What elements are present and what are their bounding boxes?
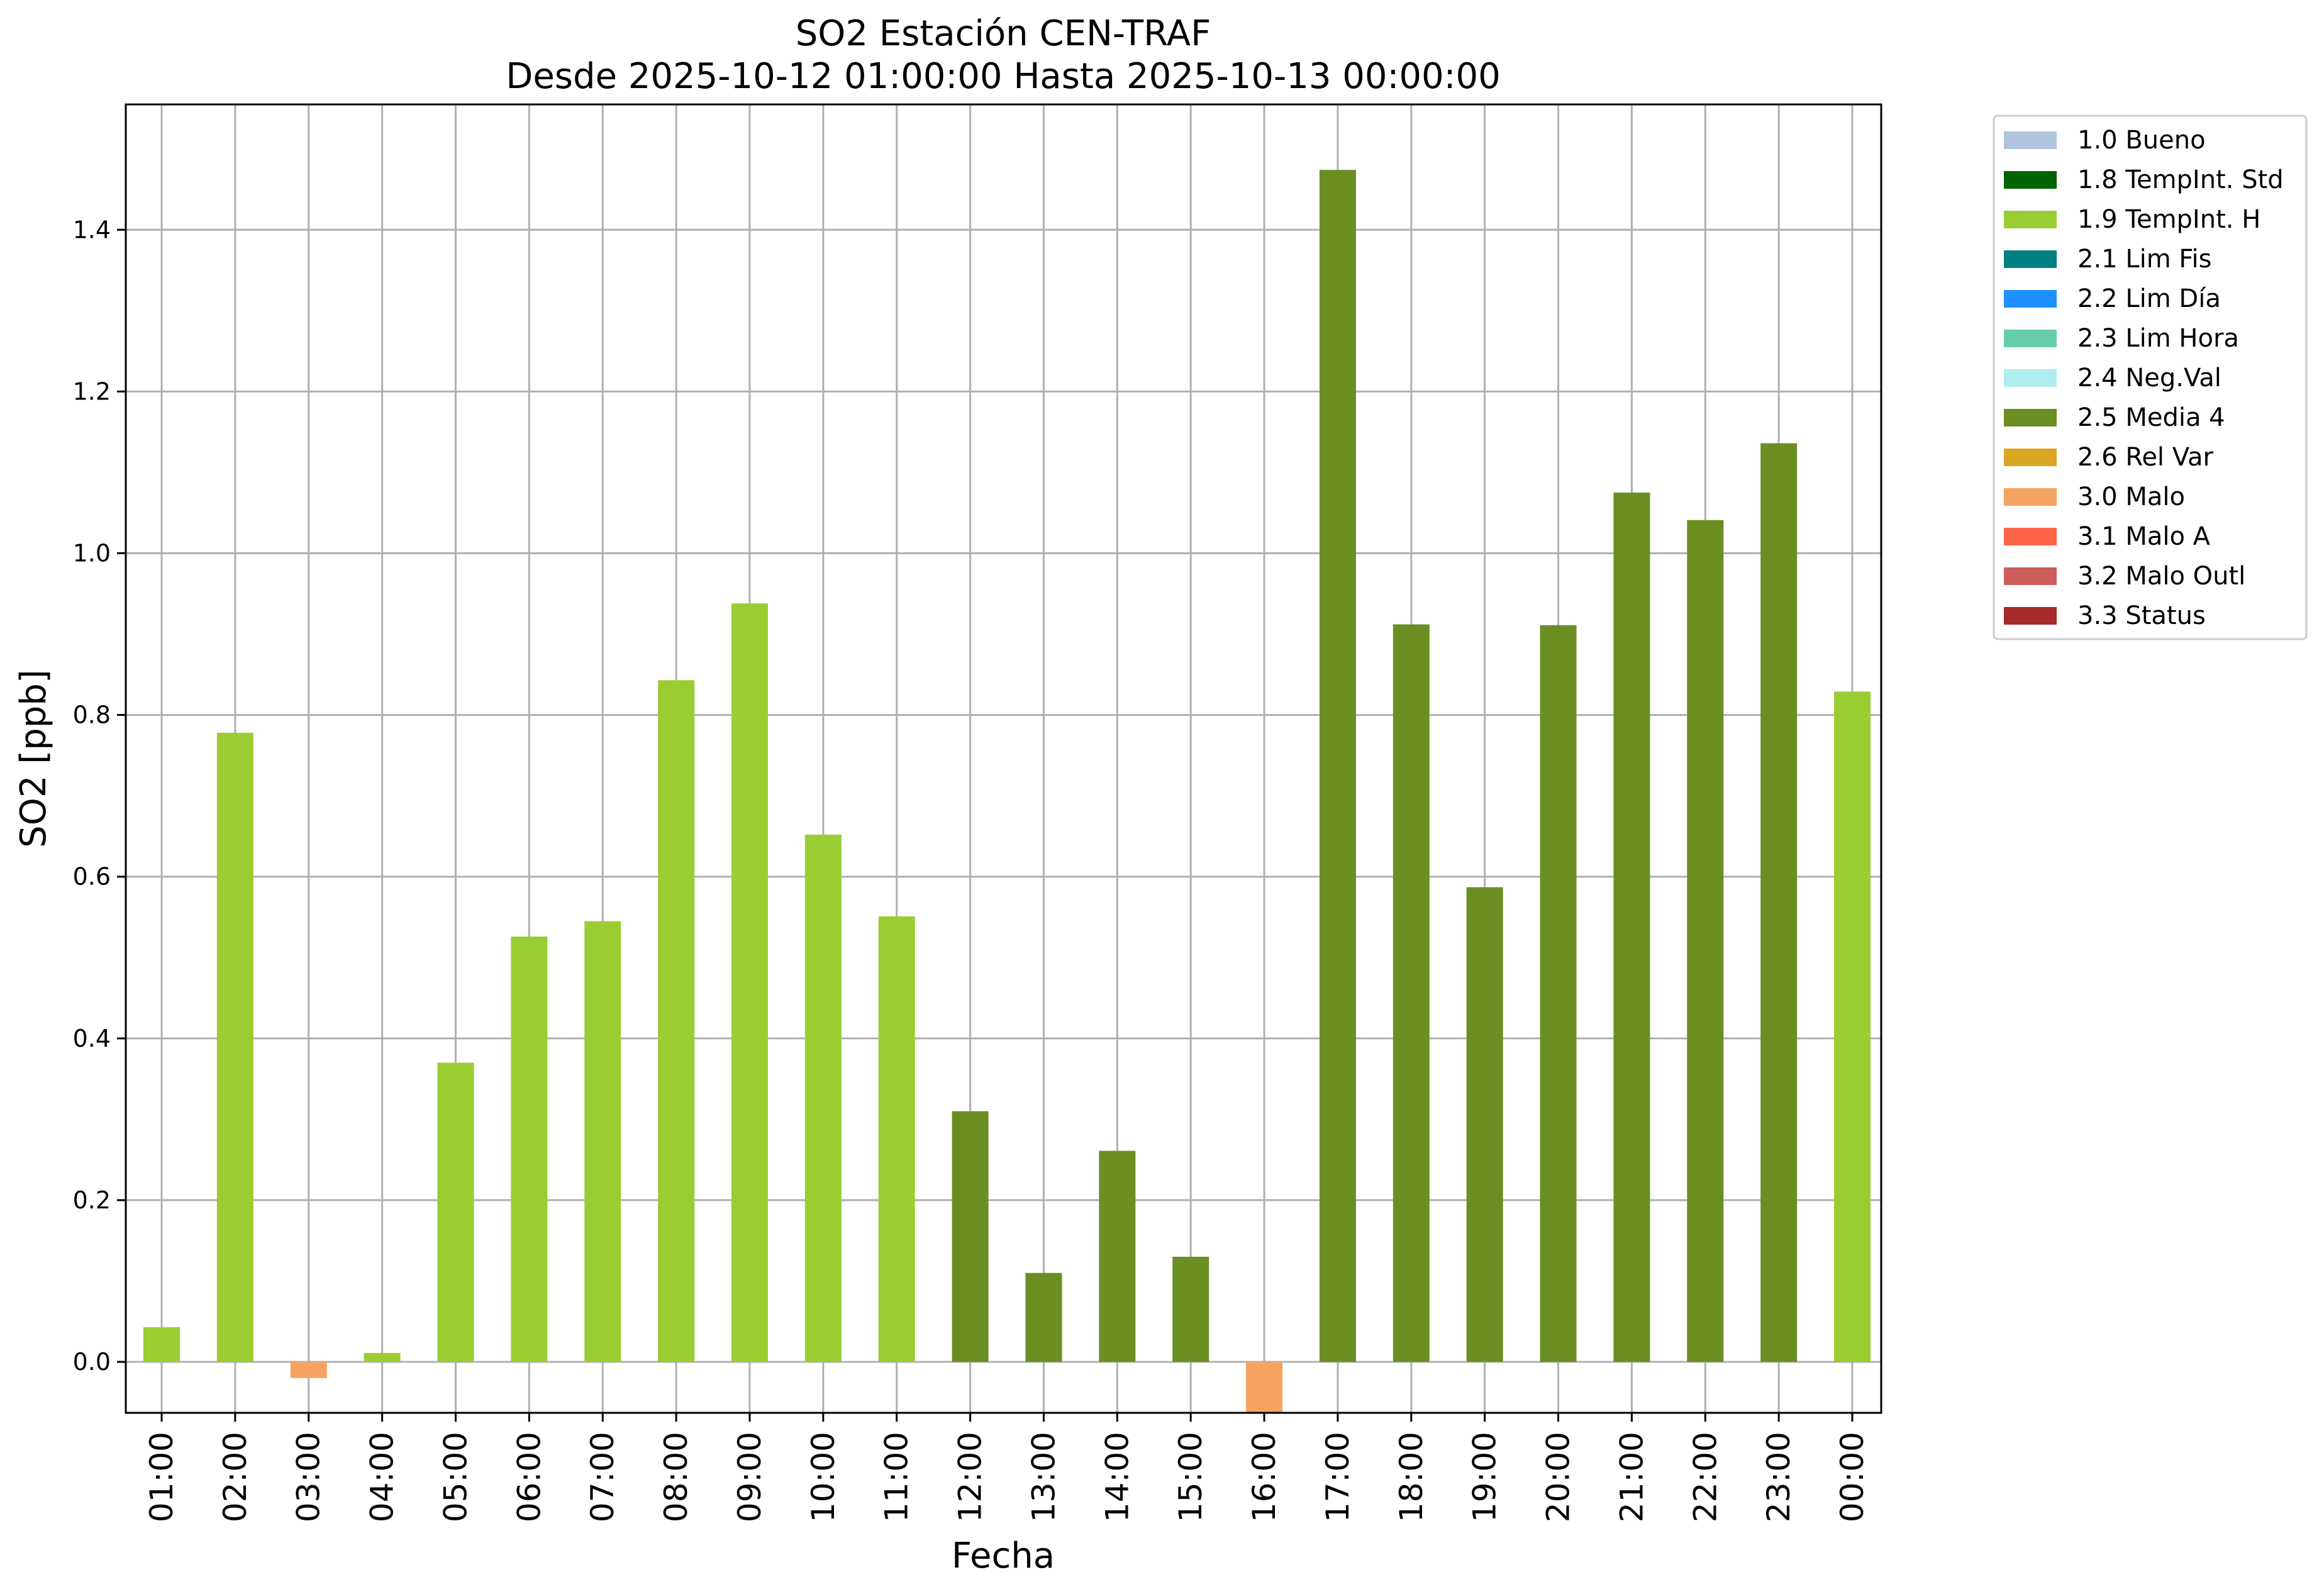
bar — [1172, 1256, 1209, 1363]
legend-label: 2.5 Media 4 — [2077, 403, 2225, 432]
x-tick-label: 21:00 — [1613, 1432, 1650, 1522]
bar — [1613, 493, 1650, 1363]
legend-items: 1.0 Bueno 1.8 TempInt. Std 1.9 TempInt. H 2… — [2004, 126, 2284, 630]
bar — [1540, 625, 1577, 1363]
legend-label: 1.8 TempInt. Std — [2077, 165, 2284, 194]
legend-label: 2.1 Lim Fis — [2077, 245, 2211, 274]
x-tick-label: 16:00 — [1246, 1432, 1282, 1522]
legend-swatch — [2004, 607, 2057, 625]
bar — [804, 834, 842, 1363]
x-tick-label: 05:00 — [437, 1432, 474, 1522]
x-tick-label: 20:00 — [1540, 1432, 1577, 1522]
bar — [364, 1352, 401, 1363]
bar — [878, 916, 915, 1363]
bar — [143, 1327, 180, 1363]
x-tick-label: 06:00 — [511, 1432, 547, 1522]
bar — [1393, 624, 1430, 1363]
x-tick-label: 22:00 — [1687, 1432, 1723, 1522]
legend-swatch — [2004, 171, 2057, 189]
legend-frame — [1993, 114, 2308, 640]
legend-label: 3.2 Malo Outl — [2077, 562, 2245, 591]
bar — [952, 1111, 989, 1363]
legend: 1.0 Bueno 1.8 TempInt. Std 1.9 TempInt. H 2… — [1993, 114, 2308, 640]
legend-swatch — [2004, 409, 2057, 426]
x-tick-label: 15:00 — [1172, 1432, 1209, 1522]
legend-swatch — [2004, 528, 2057, 545]
x-tick-label: 04:00 — [364, 1432, 401, 1522]
x-tick-label: 02:00 — [217, 1432, 253, 1522]
x-tick-label: 09:00 — [731, 1432, 768, 1522]
x-tick-label: 00:00 — [1834, 1432, 1871, 1522]
bar — [1760, 443, 1798, 1363]
bar — [511, 936, 548, 1363]
legend-swatch — [2004, 449, 2057, 466]
legend-swatch — [2004, 290, 2057, 308]
x-axis-label: Fecha — [952, 1535, 1055, 1576]
x-tick-label: 17:00 — [1320, 1432, 1356, 1522]
bar — [658, 680, 695, 1363]
y-tick-label: 1.4 — [73, 216, 111, 243]
bars-layer — [143, 170, 1871, 1413]
bar — [584, 921, 621, 1363]
y-tick-label: 0.2 — [73, 1186, 111, 1214]
legend-label: 3.3 Status — [2077, 601, 2206, 630]
bar — [216, 732, 253, 1363]
bar — [1025, 1273, 1062, 1363]
plot-frame — [125, 103, 1882, 1414]
y-tick-label: 1.2 — [73, 377, 111, 405]
y-tick-label: 0.0 — [73, 1348, 111, 1376]
x-tick-label: 07:00 — [584, 1432, 621, 1522]
bar — [1687, 520, 1724, 1363]
bar — [1246, 1362, 1283, 1413]
legend-swatch — [2004, 567, 2057, 585]
x-tick-label: 18:00 — [1393, 1432, 1430, 1522]
x-tick-label: 08:00 — [658, 1432, 694, 1522]
x-tick-label: 13:00 — [1025, 1432, 1062, 1522]
legend-label: 1.0 Bueno — [2077, 126, 2206, 155]
legend-label: 2.2 Lim Día — [2077, 284, 2221, 313]
y-tick-label: 0.8 — [73, 701, 111, 729]
legend-label: 2.4 Neg.Val — [2077, 364, 2221, 393]
y-axis-ticks: 0.0 0.2 0.4 0.6 0.8 1.0 1.2 1.4 — [73, 216, 126, 1376]
bar — [290, 1362, 327, 1378]
x-tick-label: 10:00 — [805, 1432, 842, 1522]
bar — [731, 603, 768, 1363]
legend-swatch — [2004, 330, 2057, 347]
y-tick-label: 1.0 — [73, 539, 111, 567]
x-tick-label: 11:00 — [879, 1432, 915, 1522]
y-tick-label: 0.6 — [73, 863, 111, 891]
x-tick-label: 23:00 — [1760, 1432, 1797, 1522]
x-tick-label: 03:00 — [291, 1432, 327, 1522]
legend-swatch — [2004, 250, 2057, 268]
x-axis-ticks: 01:00 02:00 03:00 04:00 05:00 06:00 07:00 08:00… — [143, 1413, 1871, 1522]
y-axis-label: SO2 [ppb] — [13, 669, 54, 847]
y-tick-label: 0.4 — [73, 1025, 111, 1052]
chart-title: SO2 Estación CEN-TRAF — [796, 13, 1211, 54]
bar — [437, 1062, 474, 1363]
bar — [1466, 887, 1503, 1363]
x-tick-label: 12:00 — [952, 1432, 989, 1522]
legend-label: 3.1 Malo A — [2077, 522, 2211, 551]
x-tick-label: 19:00 — [1467, 1432, 1503, 1522]
legend-swatch — [2004, 211, 2057, 228]
legend-swatch — [2004, 131, 2057, 149]
legend-swatch — [2004, 488, 2057, 506]
legend-swatch — [2004, 369, 2057, 387]
bar — [1834, 691, 1871, 1363]
bar — [1099, 1151, 1136, 1363]
chart-subtitle: Desde 2025-10-12 01:00:00 Hasta 2025-10-… — [506, 56, 1501, 97]
legend-label: 1.9 TempInt. H — [2077, 205, 2260, 234]
legend-label: 2.3 Lim Hora — [2077, 324, 2239, 353]
legend-label: 3.0 Malo — [2077, 482, 2185, 511]
x-tick-label: 01:00 — [143, 1432, 180, 1522]
bar — [1319, 170, 1356, 1363]
legend-label: 2.6 Rel Var — [2077, 443, 2214, 472]
x-tick-label: 14:00 — [1099, 1432, 1135, 1522]
